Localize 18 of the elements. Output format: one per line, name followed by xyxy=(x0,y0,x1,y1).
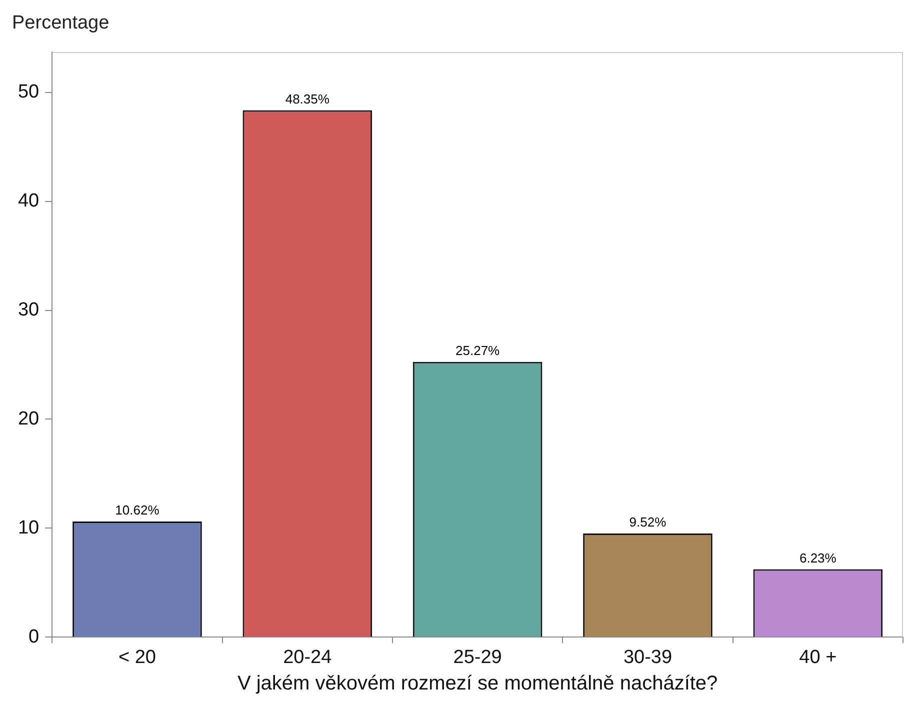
x-tick-label: < 20 xyxy=(118,646,156,668)
y-tick-label: 50 xyxy=(18,82,40,103)
data-label: 48.35% xyxy=(285,91,330,106)
data-label: 6.23% xyxy=(799,550,837,566)
x-tick-label: 30-39 xyxy=(623,646,672,668)
data-label: 9.52% xyxy=(629,514,667,530)
x-tick-label: 40 + xyxy=(799,646,837,668)
data-label: 10.62% xyxy=(115,502,160,518)
x-axis-title: V jakém věkovém rozmezí se momentálně nacházíte? xyxy=(237,672,718,695)
y-axis-title: Percentage xyxy=(12,12,110,34)
x-tick-label: 20-24 xyxy=(283,646,332,668)
x-tick-label: 25-29 xyxy=(453,646,502,668)
y-tick-label: 20 xyxy=(18,408,40,430)
y-tick-label: 30 xyxy=(18,300,40,321)
y-tick-label: 10 xyxy=(18,517,40,538)
data-label: 25.27% xyxy=(456,342,500,358)
y-tick-label: 40 xyxy=(18,190,40,212)
y-tick-label: 0 xyxy=(28,626,40,648)
